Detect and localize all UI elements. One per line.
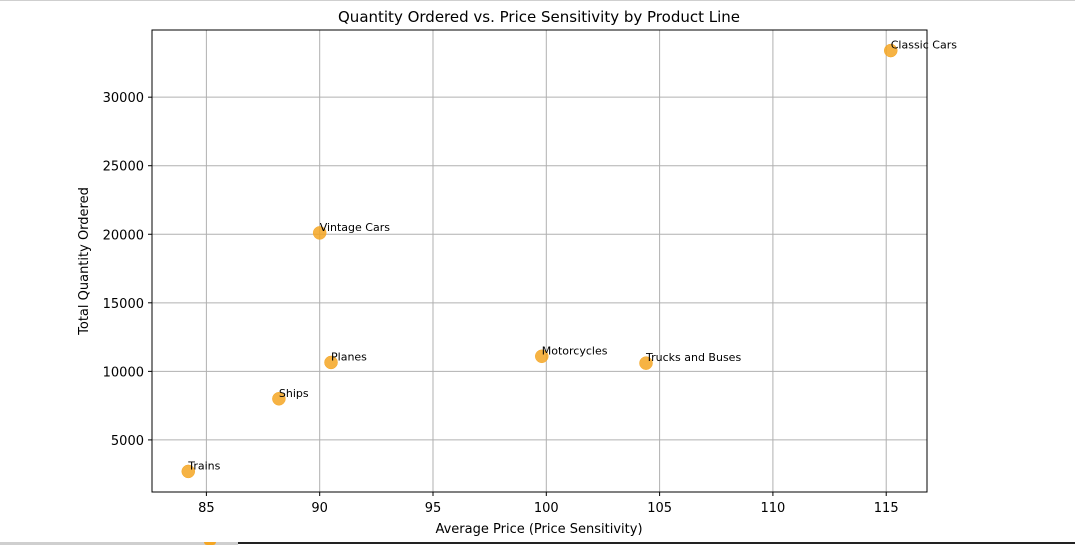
scatter-point <box>883 43 898 58</box>
y-axis-title: Total Quantity Ordered <box>77 187 92 336</box>
scatter-point <box>535 349 549 364</box>
top-divider <box>0 0 1075 1</box>
x-tick-label: 90 <box>311 501 328 516</box>
y-tick-label: 10000 <box>103 365 144 380</box>
grid-lines <box>152 30 927 492</box>
scatter-point <box>639 356 653 370</box>
point-label: Vintage Cars <box>320 221 391 234</box>
point-label: Motorcycles <box>542 344 608 357</box>
x-tick-label: 100 <box>534 501 559 516</box>
scatter-point <box>272 392 286 406</box>
y-tick-label: 25000 <box>103 160 144 175</box>
point-label: Trains <box>187 459 220 472</box>
plot-area-frame <box>151 29 928 493</box>
scatter-point <box>312 226 327 240</box>
y-tick-label: 15000 <box>103 297 144 312</box>
y-tick-label: 30000 <box>103 91 144 106</box>
scatter-point <box>181 464 196 479</box>
bottom-strip-light <box>0 542 238 545</box>
point-label: Ships <box>279 387 309 400</box>
x-tick-label: 105 <box>647 501 672 516</box>
x-axis-title: Average Price (Price Sensitivity) <box>435 522 642 537</box>
clipped-marker <box>204 542 216 545</box>
x-tick-label: 85 <box>198 501 215 516</box>
chart-title: Quantity Ordered vs. Price Sensitivity b… <box>338 8 740 26</box>
point-label: Trucks and Buses <box>645 351 741 364</box>
x-tick-label: 110 <box>760 501 785 516</box>
scatter-point <box>324 355 338 370</box>
x-axis: 85 90 95 100 105 110 115 <box>198 492 899 516</box>
point-label: Classic Cars <box>891 39 957 52</box>
bottom-strip-dark <box>238 542 1075 544</box>
point-label: Planes <box>331 350 367 363</box>
y-tick-label: 20000 <box>103 228 144 243</box>
x-tick-label: 95 <box>425 501 442 516</box>
y-tick-label: 5000 <box>111 434 144 449</box>
y-axis: 5000 10000 15000 20000 25000 30000 <box>103 91 152 449</box>
data-points: Classic Cars Vintage Cars Motorcycles Truck… <box>181 39 957 479</box>
bottom-strip <box>0 542 1075 545</box>
x-tick-label: 115 <box>874 501 899 516</box>
